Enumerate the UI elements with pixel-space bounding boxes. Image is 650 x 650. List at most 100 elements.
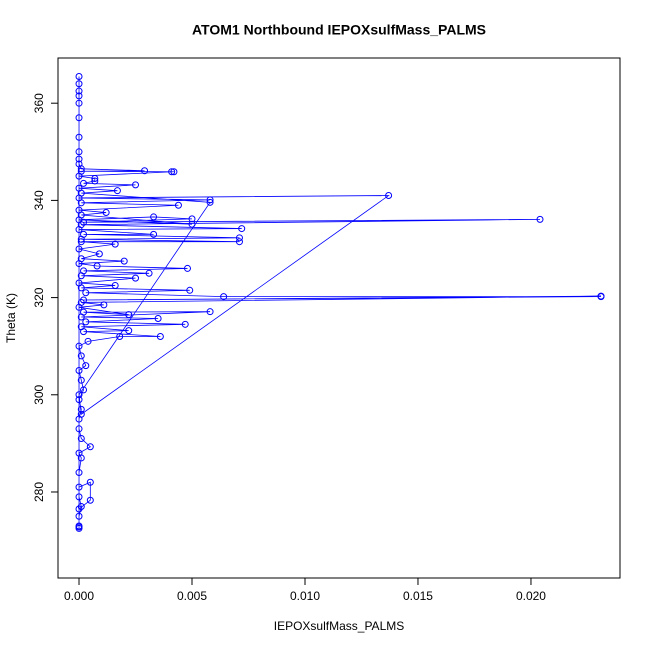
data-point [132, 181, 140, 189]
y-tick-label: 320 [32, 287, 46, 307]
data-point [132, 274, 140, 282]
data-point [91, 175, 99, 183]
x-axis-label: IEPOXsulfMass_PALMS [274, 619, 405, 633]
data-point [75, 396, 83, 404]
data-point [75, 505, 83, 513]
data-point [75, 155, 83, 163]
data-point [80, 386, 88, 394]
data-point [206, 198, 214, 206]
y-tick-label: 300 [32, 384, 46, 404]
data-point [80, 179, 88, 187]
x-tick-label: 0.000 [64, 589, 94, 603]
data-point [181, 320, 189, 328]
data-point [235, 234, 243, 242]
data-point [77, 405, 85, 413]
x-tick-label: 0.020 [516, 589, 546, 603]
data-point [75, 425, 83, 433]
data-point [75, 469, 83, 477]
data-point [183, 264, 191, 272]
data-point [75, 114, 83, 122]
chart-title: ATOM1 Northbound IEPOXsulfMass_PALMS [192, 22, 486, 38]
y-tick-label: 360 [32, 93, 46, 113]
data-point [75, 99, 83, 107]
data-point [77, 410, 85, 418]
data-point [75, 148, 83, 156]
y-tick-label: 340 [32, 190, 46, 210]
data-point [77, 298, 85, 306]
data-point [206, 196, 214, 204]
data-point [141, 167, 149, 175]
data-point [75, 279, 83, 287]
data-point [80, 267, 88, 275]
data-point [75, 72, 83, 80]
data-point [77, 352, 85, 360]
data-line [78, 76, 602, 529]
data-point [170, 168, 178, 176]
data-point [238, 225, 246, 233]
data-point [77, 503, 85, 511]
data-point [77, 376, 85, 384]
plot-box [57, 57, 621, 579]
data-point [75, 366, 83, 374]
x-tick-label: 0.010 [290, 589, 320, 603]
data-point [536, 215, 544, 223]
data-point [75, 523, 83, 531]
data-point [86, 496, 94, 504]
data-point [220, 293, 228, 301]
data-point [597, 293, 605, 301]
data-point [75, 184, 83, 192]
data-point [75, 342, 83, 350]
data-point [82, 362, 90, 370]
data-point [91, 177, 99, 185]
data-point [75, 206, 83, 214]
x-tick-label: 0.005 [177, 589, 207, 603]
x-tick-label: 0.015 [403, 589, 433, 603]
data-point [77, 238, 85, 246]
y-tick-label: 280 [32, 482, 46, 502]
data-point [75, 133, 83, 141]
data-point [102, 209, 110, 217]
data-point [75, 160, 83, 168]
data-point [80, 296, 88, 304]
data-point [188, 215, 196, 223]
data-point [75, 483, 83, 491]
data-point [77, 255, 85, 263]
data-point [156, 332, 164, 340]
data-point [125, 311, 133, 319]
data-point [75, 391, 83, 399]
data-point [75, 87, 83, 95]
data-point [145, 269, 153, 277]
data-point [86, 443, 94, 451]
data-point [154, 314, 162, 322]
data-point [77, 435, 85, 443]
data-point [82, 318, 90, 326]
data-point [86, 478, 94, 486]
data-point [100, 301, 108, 309]
data-point [80, 230, 88, 238]
data-point [75, 493, 83, 501]
data-point [116, 332, 124, 340]
y-axis-label: Theta (K) [4, 293, 18, 343]
data-point [385, 192, 393, 200]
data-point [111, 281, 119, 289]
data-point [80, 308, 88, 316]
data-point [75, 80, 83, 88]
data-point [77, 323, 85, 331]
data-point [174, 201, 182, 209]
data-point [186, 286, 194, 294]
data-point [82, 289, 90, 297]
data-point [75, 449, 83, 457]
data-point [188, 220, 196, 228]
data-point [125, 327, 133, 335]
data-point [113, 187, 121, 195]
data-point [168, 168, 176, 176]
data-point [95, 250, 103, 258]
data-point [111, 240, 119, 248]
data-point [150, 213, 158, 221]
data-point [235, 238, 243, 246]
data-point [75, 92, 83, 100]
data-point [75, 512, 83, 520]
data-point [93, 262, 101, 270]
data-point [120, 257, 128, 265]
